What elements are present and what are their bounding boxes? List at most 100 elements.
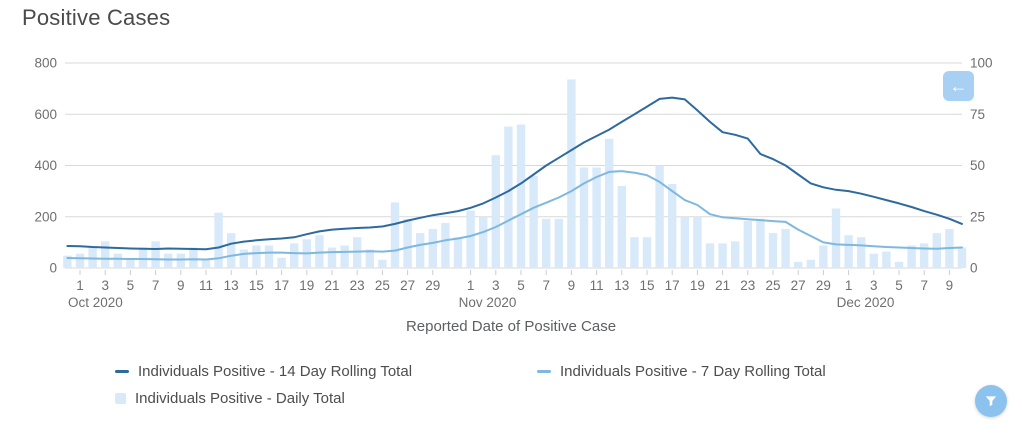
daily-total-bar[interactable] bbox=[176, 253, 185, 268]
x-tick-label: 21 bbox=[324, 278, 339, 293]
daily-total-bar[interactable] bbox=[617, 186, 626, 268]
daily-total-bar[interactable] bbox=[290, 243, 299, 268]
daily-total-bar[interactable] bbox=[479, 216, 488, 268]
daily-total-bar[interactable] bbox=[920, 243, 929, 268]
daily-total-bar[interactable] bbox=[907, 245, 916, 268]
daily-total-bar[interactable] bbox=[932, 233, 941, 268]
x-tick-label: 13 bbox=[224, 278, 239, 293]
daily-total-bar[interactable] bbox=[189, 247, 198, 269]
daily-total-bar[interactable] bbox=[794, 261, 803, 268]
daily-total-bar[interactable] bbox=[592, 167, 601, 268]
daily-total-bar[interactable] bbox=[693, 216, 702, 268]
daily-total-bar[interactable] bbox=[680, 216, 689, 268]
x-tick-label: 5 bbox=[127, 278, 135, 293]
daily-total-bar[interactable] bbox=[718, 243, 727, 268]
daily-total-bar[interactable] bbox=[365, 249, 374, 268]
daily-total-bar[interactable] bbox=[63, 255, 72, 268]
daily-total-bar[interactable] bbox=[743, 220, 752, 268]
collapse-panel-button[interactable]: ← bbox=[943, 71, 974, 101]
x-tick-label: 21 bbox=[715, 278, 730, 293]
daily-total-bar[interactable] bbox=[529, 175, 538, 268]
legend-item-7day[interactable]: Individuals Positive - 7 Day Rolling Tot… bbox=[537, 361, 826, 381]
daily-total-bar[interactable] bbox=[453, 237, 463, 268]
daily-total-bar[interactable] bbox=[844, 235, 853, 268]
daily-total-bar[interactable] bbox=[668, 183, 677, 268]
daily-total-bar[interactable] bbox=[567, 79, 576, 269]
square-marker-icon bbox=[115, 392, 126, 404]
daily-total-bar[interactable] bbox=[504, 126, 513, 268]
daily-total-bar[interactable] bbox=[151, 241, 160, 268]
daily-total-bar[interactable] bbox=[466, 210, 475, 268]
daily-total-bar[interactable] bbox=[416, 233, 425, 268]
daily-total-bar[interactable] bbox=[731, 241, 740, 268]
x-tick-label: 29 bbox=[816, 278, 831, 293]
x-tick-label: 11 bbox=[590, 278, 604, 293]
x-tick-label: 3 bbox=[492, 278, 500, 293]
daily-total-bar[interactable] bbox=[642, 237, 652, 268]
daily-total-bar[interactable] bbox=[655, 165, 664, 269]
daily-total-bar[interactable] bbox=[113, 253, 122, 268]
daily-total-bar[interactable] bbox=[353, 237, 362, 268]
daily-total-bar[interactable] bbox=[781, 229, 790, 268]
legend: Individuals Positive - 14 Day Rolling To… bbox=[115, 361, 826, 408]
daily-total-bar[interactable] bbox=[75, 253, 85, 268]
x-tick-label: 11 bbox=[199, 278, 213, 293]
daily-total-bar[interactable] bbox=[277, 257, 286, 268]
daily-total-bar[interactable] bbox=[831, 208, 841, 268]
daily-total-bar[interactable] bbox=[806, 259, 815, 268]
x-tick-label: 7 bbox=[152, 278, 160, 293]
daily-total-bar[interactable] bbox=[378, 259, 387, 268]
daily-total-bar[interactable] bbox=[164, 253, 173, 268]
daily-total-bar[interactable] bbox=[579, 167, 589, 268]
daily-total-bar[interactable] bbox=[441, 222, 450, 268]
y-left-tick-label: 400 bbox=[34, 158, 57, 173]
x-tick-label: 17 bbox=[665, 278, 680, 293]
daily-total-bar[interactable] bbox=[327, 247, 337, 269]
legend-item-14day[interactable]: Individuals Positive - 14 Day Rolling To… bbox=[115, 361, 537, 381]
x-tick-label: 27 bbox=[400, 278, 415, 293]
x-tick-label: 23 bbox=[350, 278, 365, 293]
filter-button[interactable] bbox=[975, 385, 1007, 417]
x-axis-title: Reported Date of Positive Case bbox=[405, 318, 617, 335]
x-tick-label: 15 bbox=[249, 278, 264, 293]
daily-total-bar[interactable] bbox=[819, 245, 828, 268]
y-left-tick-label: 600 bbox=[34, 107, 57, 122]
daily-total-bar[interactable] bbox=[894, 261, 904, 268]
daily-total-bar[interactable] bbox=[264, 245, 274, 268]
daily-total-bar[interactable] bbox=[239, 249, 248, 268]
daily-total-bar[interactable] bbox=[768, 233, 778, 268]
x-tick-label: 1 bbox=[467, 278, 475, 293]
legend-item-daily[interactable]: Individuals Positive - Daily Total bbox=[115, 388, 537, 408]
daily-total-bar[interactable] bbox=[214, 212, 223, 268]
daily-total-bar[interactable] bbox=[138, 247, 148, 269]
month-label: Oct 2020 bbox=[68, 295, 123, 310]
daily-total-bar[interactable] bbox=[542, 218, 551, 268]
daily-total-bar[interactable] bbox=[869, 253, 878, 268]
daily-total-bar[interactable] bbox=[554, 218, 563, 268]
daily-total-bar[interactable] bbox=[605, 138, 614, 268]
daily-total-bar[interactable] bbox=[705, 243, 715, 268]
daily-total-bar[interactable] bbox=[340, 245, 349, 268]
daily-total-bar[interactable] bbox=[957, 247, 967, 269]
daily-total-bar[interactable] bbox=[252, 245, 261, 268]
daily-total-bar[interactable] bbox=[857, 237, 866, 268]
daily-total-bar[interactable] bbox=[491, 155, 500, 268]
daily-total-bar[interactable] bbox=[390, 202, 400, 268]
y-right-tick-label: 75 bbox=[970, 107, 985, 122]
daily-total-bar[interactable] bbox=[756, 218, 765, 268]
daily-total-bar[interactable] bbox=[882, 251, 891, 268]
x-tick-label: 15 bbox=[639, 278, 654, 293]
daily-total-bar[interactable] bbox=[126, 259, 135, 268]
daily-total-bar[interactable] bbox=[101, 241, 110, 268]
y-right-tick-label: 0 bbox=[970, 261, 978, 276]
month-label: Nov 2020 bbox=[459, 295, 517, 310]
daily-total-bar[interactable] bbox=[201, 259, 211, 268]
x-tick-label: 25 bbox=[375, 278, 390, 293]
x-tick-label: 5 bbox=[517, 278, 525, 293]
daily-total-bar[interactable] bbox=[403, 218, 412, 268]
y-right-tick-label: 50 bbox=[970, 158, 985, 173]
daily-total-bar[interactable] bbox=[428, 229, 437, 268]
daily-total-bar[interactable] bbox=[227, 233, 236, 268]
daily-total-bar[interactable] bbox=[630, 237, 639, 268]
daily-total-bar[interactable] bbox=[516, 124, 526, 269]
